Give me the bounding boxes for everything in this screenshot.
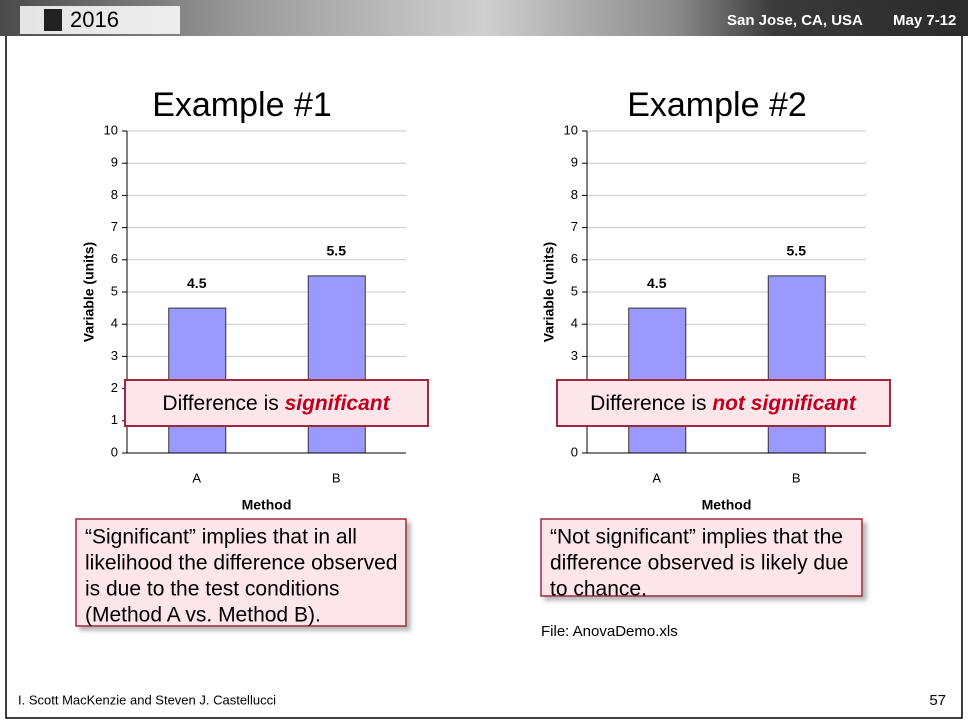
note-line: difference observed is likely due (550, 552, 848, 575)
y-tick-label: 0 (571, 444, 578, 459)
callout-box (556, 379, 891, 427)
footer-page: 57 (929, 692, 946, 709)
y-axis-title: Variable (units) (81, 242, 97, 342)
y-tick-label: 5 (111, 283, 118, 298)
value-label: 4.5 (647, 275, 667, 291)
y-tick-label: 10 (564, 122, 578, 137)
chart-title: Example #2 (627, 86, 807, 124)
y-tick-label: 4 (571, 316, 578, 331)
y-tick-label: 6 (111, 251, 118, 266)
value-label: 5.5 (787, 243, 807, 259)
y-tick-label: 10 (104, 122, 118, 137)
footer-authors: I. Scott MacKenzie and Steven J. Castell… (18, 692, 276, 707)
note-box (540, 518, 863, 597)
note-line: “Significant” implies that in all (85, 526, 357, 549)
y-tick-label: 0 (111, 444, 118, 459)
header-dates: May 7-12 (893, 12, 956, 29)
value-label: 5.5 (327, 243, 347, 259)
y-tick-label: 2 (111, 380, 118, 395)
callout-emphasis: not significant (712, 392, 857, 415)
chi-logo (44, 9, 62, 31)
y-tick-label: 1 (111, 412, 118, 427)
note-line: (Method A vs. Method B). (85, 604, 321, 627)
y-axis-title: Variable (units) (541, 242, 557, 342)
x-tick-label: A (192, 470, 201, 485)
callout-text: Difference is not significant (590, 392, 857, 415)
callout-text: Difference is significant (162, 392, 390, 415)
y-tick-label: 3 (111, 348, 118, 363)
y-tick-label: 7 (111, 219, 118, 234)
note-box (75, 518, 407, 627)
x-tick-label: B (332, 470, 341, 485)
callout-emphasis: significant (285, 392, 391, 415)
file-note: File: AnovaDemo.xls (541, 623, 678, 640)
y-tick-label: 9 (111, 155, 118, 170)
header-location: San Jose, CA, USA (727, 12, 863, 29)
y-tick-label: 4 (111, 316, 118, 331)
callout-box (124, 379, 429, 427)
note-line: “Not significant” implies that the (550, 526, 843, 549)
y-tick-label: 7 (571, 219, 578, 234)
y-tick-label: 3 (571, 348, 578, 363)
callout-prefix: Difference is (162, 392, 284, 415)
x-axis-title: Method (702, 497, 752, 513)
x-axis-title: Method (242, 497, 292, 513)
y-tick-label: 5 (571, 283, 578, 298)
value-label: 4.5 (187, 275, 207, 291)
y-tick-label: 8 (571, 187, 578, 202)
y-tick-label: 9 (571, 155, 578, 170)
note-line: to chance. (550, 578, 647, 601)
x-tick-label: B (792, 470, 801, 485)
notes: “Significant” implies that in all likelih… (85, 526, 848, 627)
callout-prefix: Difference is (590, 392, 712, 415)
x-tick-label: A (652, 470, 661, 485)
note-line: is due to the test conditions (85, 578, 340, 601)
chart-title: Example #1 (152, 86, 332, 124)
header-year: 2016 (70, 7, 119, 32)
y-tick-label: 8 (111, 187, 118, 202)
y-tick-label: 6 (571, 251, 578, 266)
note-line: likelihood the difference observed (85, 552, 398, 575)
